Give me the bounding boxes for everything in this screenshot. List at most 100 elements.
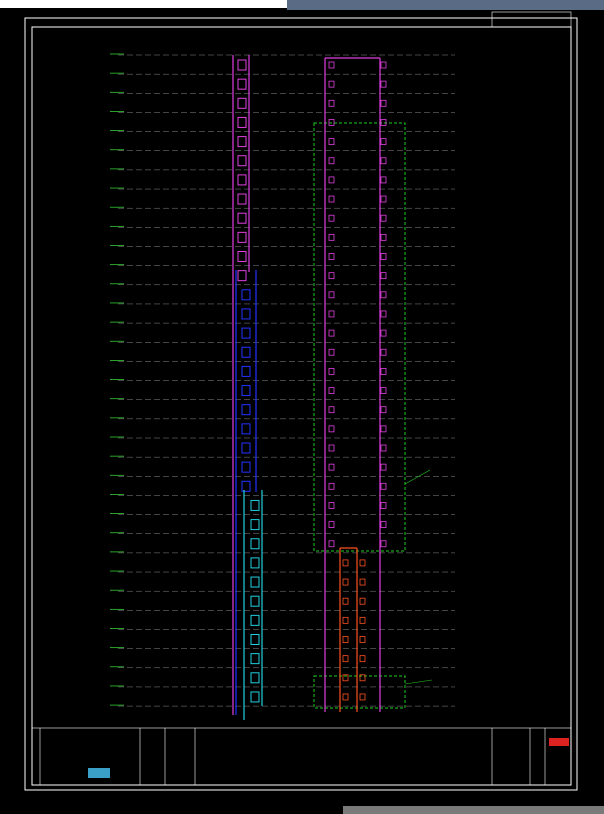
valve-box bbox=[380, 138, 387, 146]
valve-box bbox=[359, 597, 366, 605]
valve-box bbox=[241, 423, 251, 435]
valve-box bbox=[380, 310, 387, 318]
valve-box bbox=[380, 463, 387, 471]
valve-box bbox=[328, 406, 335, 414]
leader bbox=[404, 679, 433, 685]
valve-box bbox=[342, 559, 349, 567]
valve-box bbox=[380, 80, 387, 88]
leader bbox=[404, 469, 431, 485]
valve-box bbox=[237, 193, 247, 205]
valve-box bbox=[380, 99, 387, 107]
valve-box bbox=[380, 61, 387, 69]
valve-box bbox=[359, 636, 366, 643]
valve-box bbox=[380, 272, 387, 280]
valve-box bbox=[250, 653, 260, 665]
valve-box bbox=[380, 253, 387, 260]
valve-box bbox=[380, 425, 387, 433]
floors bbox=[110, 53, 455, 720]
valve-box bbox=[359, 655, 366, 663]
valve-box bbox=[359, 578, 366, 586]
bottom-bar bbox=[343, 806, 604, 814]
valve-box bbox=[342, 693, 349, 701]
valve-box bbox=[359, 616, 366, 624]
revision-table bbox=[491, 11, 572, 28]
valve-box bbox=[250, 595, 260, 607]
valve-box bbox=[380, 157, 387, 165]
valve-box bbox=[328, 138, 335, 146]
valve-box bbox=[250, 538, 260, 550]
logo bbox=[549, 738, 569, 746]
valve-box bbox=[328, 119, 335, 126]
valve-box bbox=[380, 233, 387, 241]
valve-box bbox=[328, 157, 335, 165]
valve-box bbox=[237, 97, 247, 109]
valve-box bbox=[342, 655, 349, 663]
valve-box bbox=[328, 195, 335, 203]
valve-box bbox=[250, 519, 260, 531]
valve-box bbox=[328, 272, 335, 280]
valve-box bbox=[328, 291, 335, 299]
valve-box bbox=[328, 233, 335, 241]
valve-box bbox=[328, 482, 335, 490]
valve-box bbox=[380, 348, 387, 356]
valve-box bbox=[328, 521, 335, 528]
valve-box bbox=[380, 367, 387, 375]
valve-box bbox=[237, 155, 247, 167]
valve-box bbox=[237, 136, 247, 148]
valve-box bbox=[359, 693, 366, 701]
valve-box bbox=[241, 308, 251, 320]
valve-box bbox=[241, 365, 251, 377]
valve-box bbox=[359, 559, 366, 567]
zone-box bbox=[313, 675, 406, 709]
top-bar-left bbox=[0, 0, 287, 8]
valve-box bbox=[250, 576, 260, 588]
valve-box bbox=[342, 616, 349, 624]
valve-box bbox=[328, 444, 335, 452]
valve-box bbox=[380, 387, 387, 394]
valve-box bbox=[237, 231, 247, 243]
valve-box bbox=[328, 463, 335, 471]
valve-box bbox=[359, 674, 366, 682]
valve-box bbox=[328, 367, 335, 375]
valve-box bbox=[250, 499, 260, 511]
zone-box bbox=[313, 122, 406, 552]
stamp bbox=[88, 768, 110, 778]
valve-box bbox=[241, 289, 251, 301]
valve-box bbox=[250, 557, 260, 569]
valve-box bbox=[342, 597, 349, 605]
valve-box bbox=[328, 502, 335, 509]
valve-box bbox=[328, 540, 335, 548]
valve-box bbox=[241, 327, 251, 339]
valve-box bbox=[342, 636, 349, 643]
valve-box bbox=[241, 404, 251, 416]
title-block-frame bbox=[31, 727, 572, 786]
valve-box bbox=[328, 310, 335, 318]
valve-box bbox=[237, 116, 247, 128]
valve-box bbox=[380, 502, 387, 509]
valve-box bbox=[237, 270, 247, 282]
valve-box bbox=[380, 119, 387, 126]
valve-box bbox=[250, 672, 260, 684]
valve-box bbox=[380, 329, 387, 337]
valve-box bbox=[328, 80, 335, 88]
valve-box bbox=[241, 442, 251, 454]
top-bar-right bbox=[287, 0, 604, 10]
valve-box bbox=[328, 348, 335, 356]
valve-box bbox=[241, 346, 251, 358]
valve-box bbox=[380, 482, 387, 490]
valve-box bbox=[380, 521, 387, 528]
valve-box bbox=[250, 691, 260, 703]
valve-box bbox=[328, 99, 335, 107]
valve-box bbox=[380, 195, 387, 203]
valve-box bbox=[328, 214, 335, 222]
outer-frame bbox=[24, 17, 578, 791]
valve-box bbox=[250, 634, 260, 645]
valve-box bbox=[380, 444, 387, 452]
valve-box bbox=[237, 59, 247, 71]
valve-box bbox=[342, 578, 349, 586]
valve-box bbox=[237, 174, 247, 186]
valve-box bbox=[328, 253, 335, 260]
valve-box bbox=[237, 212, 247, 224]
